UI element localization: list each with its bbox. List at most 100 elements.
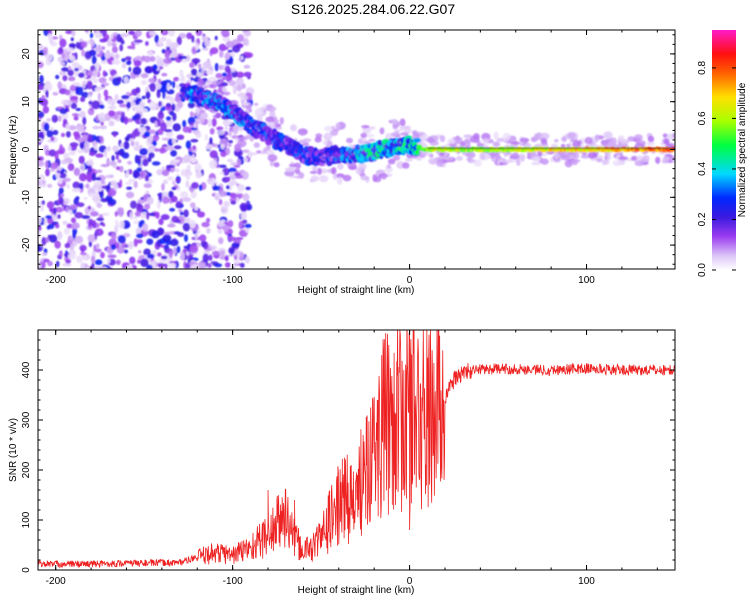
spectrogram-cell bbox=[129, 256, 136, 265]
spectrogram-cell bbox=[127, 241, 134, 250]
spectrogram-cell bbox=[167, 176, 175, 181]
spectrogram-cell bbox=[67, 252, 77, 260]
spectrogram-cell bbox=[190, 202, 196, 209]
spectrogram-cell bbox=[566, 131, 576, 139]
spectrogram-cell bbox=[115, 219, 119, 225]
spectrogram-cell bbox=[217, 228, 223, 235]
spectrogram-cell bbox=[49, 208, 53, 213]
y-tick-label: 400 bbox=[21, 361, 32, 378]
spectrogram-cell bbox=[45, 160, 49, 169]
spectrogram-cell bbox=[72, 231, 77, 240]
snr-x-ticks: -200 -100 0 100 bbox=[46, 330, 658, 587]
spectrogram-cell bbox=[151, 161, 161, 166]
spectrogram-cell bbox=[146, 196, 154, 205]
spectrogram-cell bbox=[99, 221, 104, 226]
spectrogram-cell bbox=[163, 179, 168, 185]
spectrogram-cell bbox=[125, 60, 132, 66]
spectrogram-cell bbox=[254, 102, 259, 106]
spectrogram-cell bbox=[224, 125, 228, 131]
spectrogram-cell bbox=[154, 34, 159, 44]
spectrogram-cell bbox=[165, 145, 175, 151]
spectrogram-cell bbox=[91, 172, 96, 182]
spectrogram-cell bbox=[245, 52, 254, 58]
spectrogram-cell bbox=[111, 232, 117, 242]
spectrogram-cell bbox=[109, 174, 114, 179]
spectrogram-cell bbox=[178, 78, 185, 82]
spectrogram-cell bbox=[99, 38, 107, 43]
spectrogram-cell bbox=[94, 62, 101, 71]
spectrogram-cell bbox=[139, 144, 143, 148]
spectrogram-cell bbox=[216, 112, 222, 118]
spectrogram-cell bbox=[107, 98, 112, 105]
spectrogram-cell bbox=[224, 52, 231, 60]
spectrogram-cell bbox=[553, 138, 559, 143]
spectrogram-cell bbox=[196, 72, 204, 77]
spectrogram-cell bbox=[49, 168, 56, 172]
spectrogram-cell bbox=[174, 168, 180, 173]
spectrogram-cell bbox=[139, 148, 148, 156]
spectrogram-cell bbox=[68, 43, 76, 48]
spectrogram-cell bbox=[159, 147, 166, 154]
spectrogram-cell bbox=[74, 72, 79, 77]
spectrogram-cell bbox=[84, 30, 89, 33]
spectrogram-cell bbox=[137, 259, 141, 264]
spectrogram-cell bbox=[121, 62, 127, 69]
spectrogram-cell bbox=[93, 144, 98, 151]
spectrogram-cell bbox=[87, 165, 93, 173]
spectrogram-cell bbox=[242, 102, 250, 106]
spectrogram-cell bbox=[74, 235, 84, 244]
spectrogram-cell bbox=[290, 124, 297, 132]
spectrogram-cell bbox=[221, 72, 228, 77]
spectrogram-cell bbox=[139, 106, 145, 113]
spectrogram-cell bbox=[100, 180, 106, 184]
spectrogram-cell bbox=[82, 255, 87, 261]
spectrogram-cell bbox=[312, 165, 318, 172]
spectrogram-cell bbox=[161, 72, 168, 77]
x-tick-label: -200 bbox=[46, 576, 66, 587]
spectrogram-cell bbox=[183, 245, 188, 249]
spectrogram-cell bbox=[242, 149, 250, 153]
spectrogram-cell bbox=[161, 30, 167, 34]
spectrogram-cell bbox=[204, 134, 208, 141]
spectrogram-cell bbox=[117, 183, 121, 189]
spectrogram-cell bbox=[302, 138, 312, 143]
spectrogram-cell bbox=[470, 135, 480, 143]
spectrogram-cell bbox=[323, 132, 333, 141]
spectrogram-cell bbox=[189, 245, 199, 254]
spectrogram-cell bbox=[149, 56, 156, 62]
spectrogram-cell bbox=[41, 252, 48, 257]
spectrogram-cell bbox=[83, 196, 88, 200]
spectrogram-cell bbox=[219, 50, 224, 58]
spectrogram-cell bbox=[534, 133, 540, 139]
spectrogram-cell bbox=[81, 215, 91, 219]
spectrogram-cell bbox=[225, 120, 233, 125]
spectrogram-cell bbox=[46, 118, 52, 122]
spectrogram-cell bbox=[200, 67, 205, 75]
spectrogram-cell bbox=[183, 154, 192, 163]
spectrogram-cell bbox=[75, 107, 82, 112]
spectrogram-cell bbox=[560, 143, 566, 148]
spectrogram-cell bbox=[51, 114, 58, 123]
spectrogram-cell bbox=[239, 252, 245, 259]
spectrogram-cell bbox=[65, 131, 71, 138]
spectrogram-cell bbox=[76, 149, 85, 154]
spectrogram-cell bbox=[209, 128, 215, 135]
spectrogram-cell bbox=[126, 169, 130, 178]
spectrogram-cell bbox=[329, 130, 339, 137]
spectrogram-cell bbox=[90, 39, 96, 48]
spectrogram-cell bbox=[69, 55, 76, 62]
colorbar-tick-label: 0.6 bbox=[697, 111, 708, 125]
spectrogram-cell bbox=[70, 103, 77, 109]
spectrogram-cell bbox=[115, 154, 119, 160]
spectrogram-cell bbox=[76, 255, 83, 263]
spectrogram-cell bbox=[218, 199, 223, 206]
spectrogram-cell bbox=[91, 262, 95, 269]
spectrogram-cell bbox=[227, 68, 232, 76]
spectrogram-cell bbox=[225, 60, 234, 65]
spectrogram-cell bbox=[444, 157, 454, 161]
spectrogram-cell bbox=[230, 200, 237, 205]
spectrogram-cell bbox=[165, 102, 172, 108]
x-tick-label: -100 bbox=[223, 576, 243, 587]
spectrogram-cell bbox=[99, 190, 104, 199]
